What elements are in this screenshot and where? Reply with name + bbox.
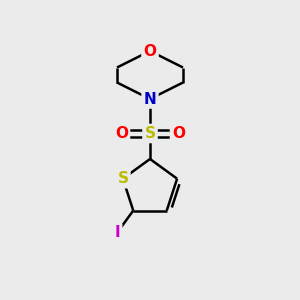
Text: S: S [145, 126, 155, 141]
Text: N: N [144, 92, 156, 106]
Text: O: O [115, 126, 128, 141]
Text: I: I [115, 225, 120, 240]
Text: S: S [117, 171, 128, 186]
Text: O: O [143, 44, 157, 59]
Text: O: O [172, 126, 185, 141]
